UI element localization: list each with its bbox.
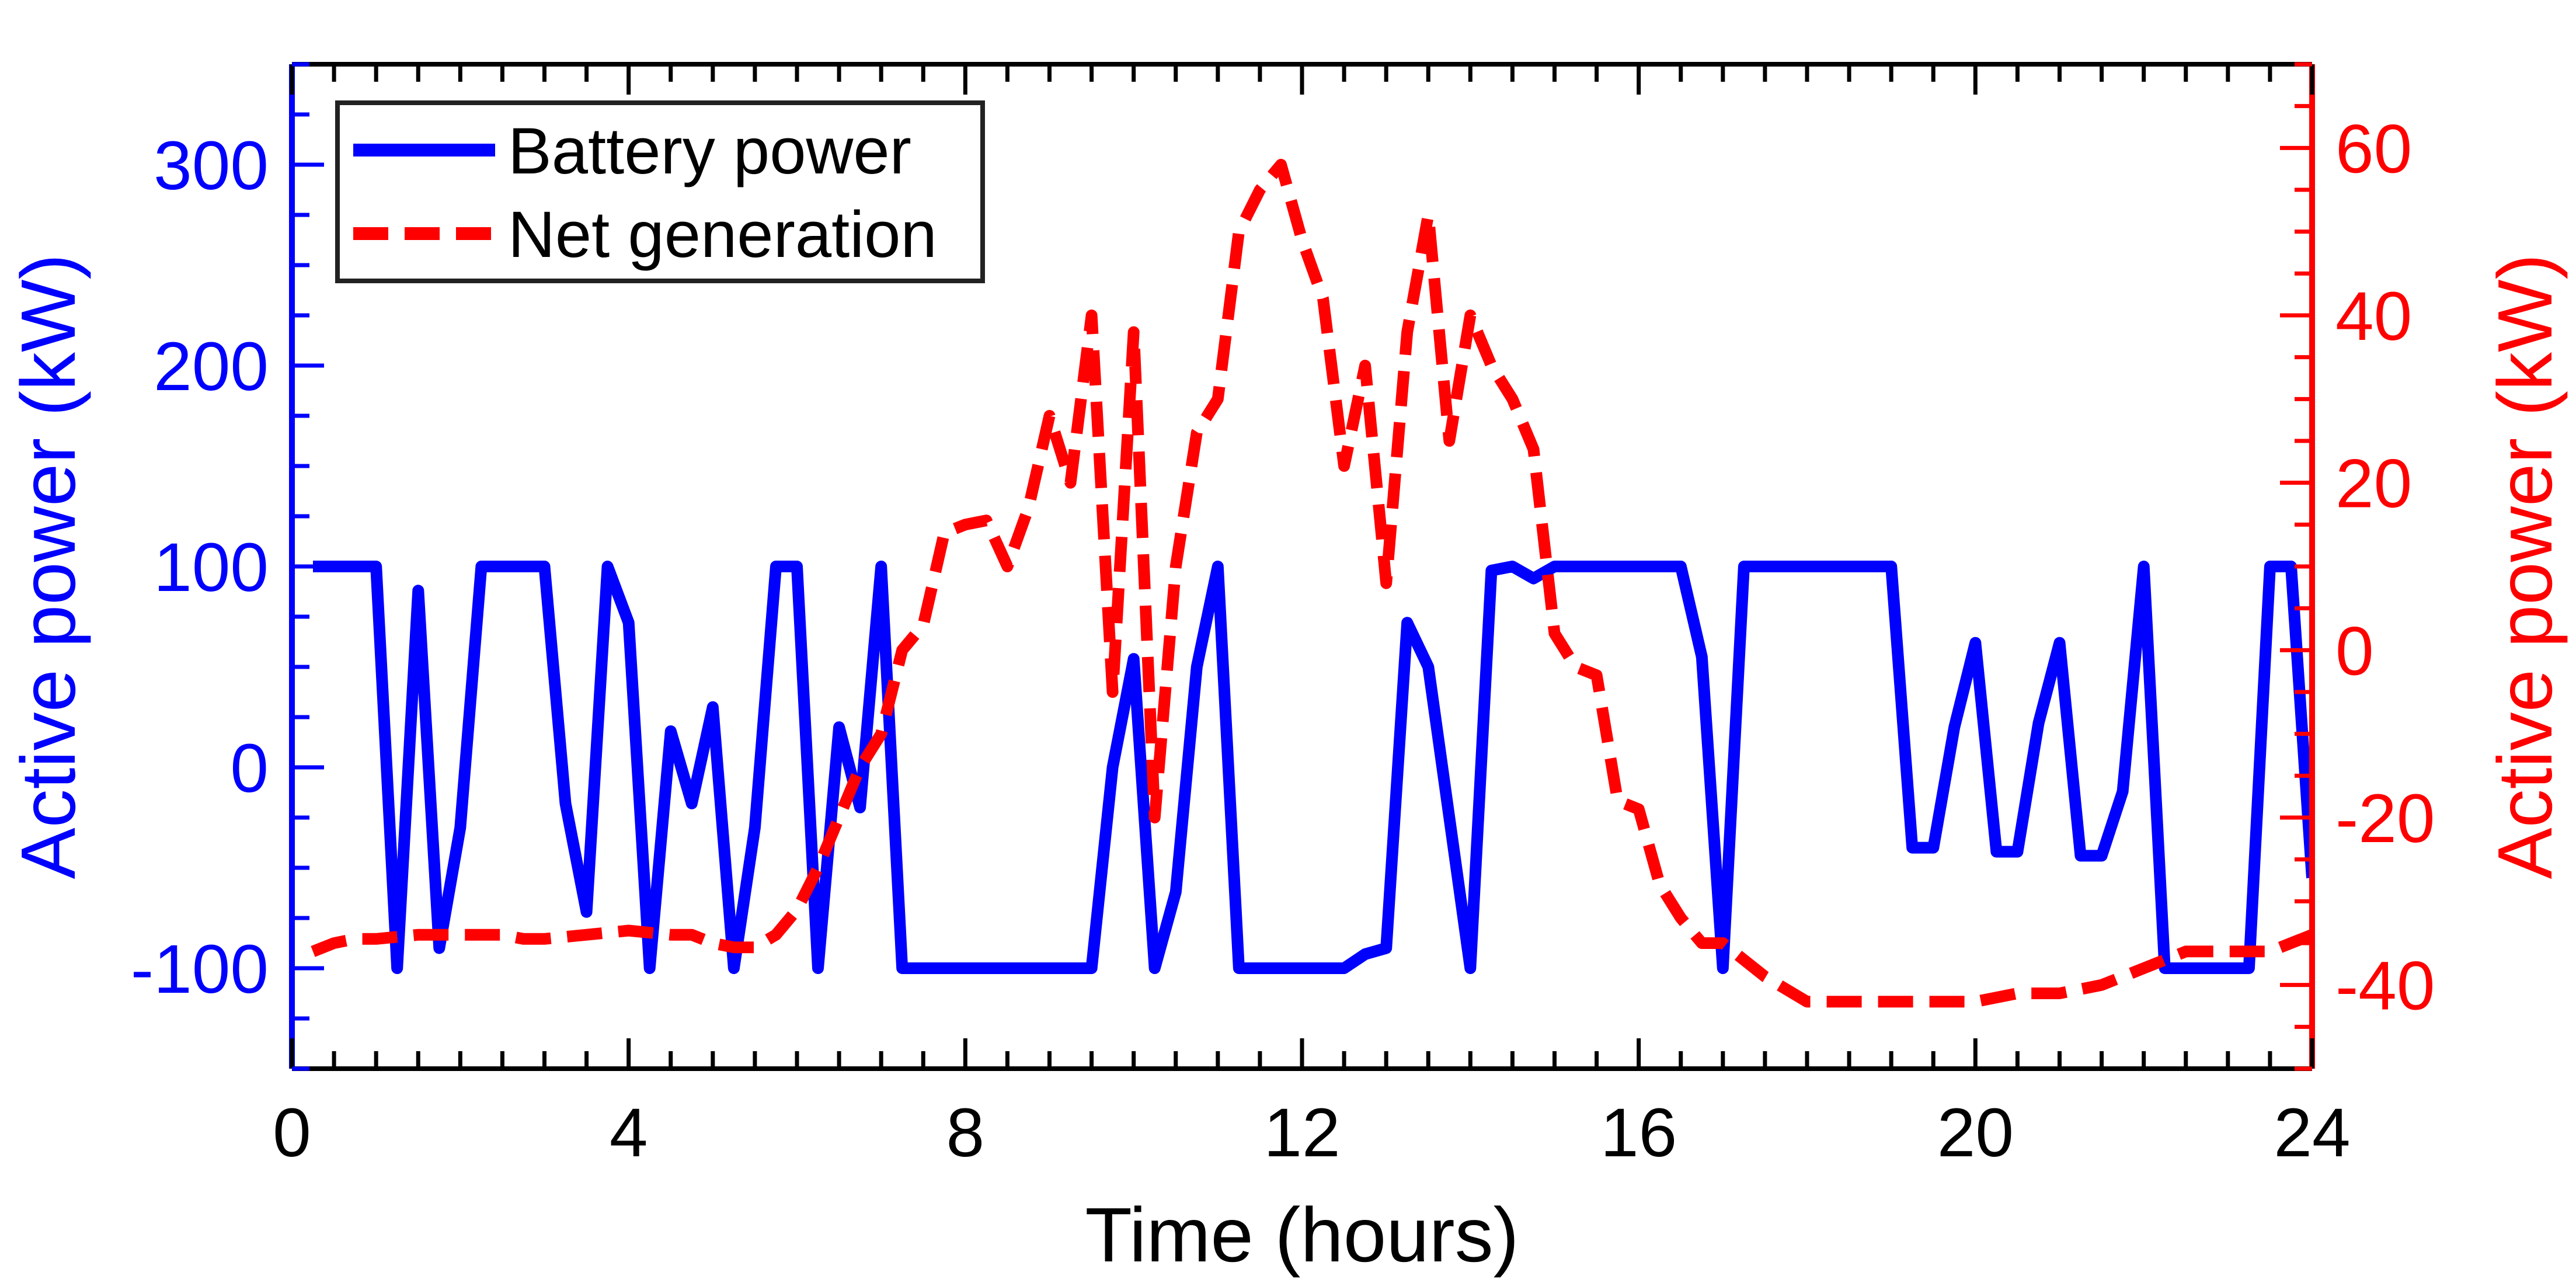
battery-power-line [313, 561, 2312, 974]
x-tick-label: 4 [610, 1094, 648, 1171]
y-right-tick-label: -40 [2335, 948, 2435, 1025]
y-left-tick-label: 200 [154, 328, 269, 405]
x-tick-label: 16 [1600, 1094, 1677, 1171]
legend: Battery power Net generation [335, 100, 985, 283]
legend-label-battery: Battery power [508, 114, 911, 187]
y-right-axis-title: Active power (kW) [2482, 254, 2568, 879]
x-tick-label: 8 [946, 1094, 985, 1171]
labels-layer: 0 4 8 12 16 20 24 -100 0 100 200 300 -40 -20 0 20 40 60 Ti… [5, 110, 2568, 1278]
y-right-tick-label: 0 [2335, 613, 2374, 690]
y-left-axis-title: Active power (kW) [5, 254, 91, 879]
x-tick-label: 0 [273, 1094, 311, 1171]
x-tick-label: 12 [1263, 1094, 1340, 1171]
y-right-tick-label: 20 [2335, 446, 2412, 523]
y-left-tick-label: 100 [154, 529, 269, 606]
y-right-tick-label: -20 [2335, 780, 2435, 857]
y-right-tick-label: 40 [2335, 278, 2412, 355]
legend-box [335, 100, 985, 283]
y-left-tick-label: 300 [154, 127, 269, 204]
series-layer [311, 159, 2312, 1008]
y-right-tick-label: 60 [2335, 110, 2412, 187]
x-axis-title: Time (hours) [1085, 1192, 1519, 1278]
y-left-tick-label: -100 [131, 931, 269, 1008]
axes-layer [289, 62, 2315, 1071]
y-left-tick-label: 0 [230, 730, 269, 807]
net-generation-line [311, 159, 2312, 1008]
x-tick-label: 20 [1937, 1094, 2014, 1171]
x-tick-label: 24 [2274, 1094, 2350, 1171]
legend-label-net: Net generation [508, 198, 937, 271]
